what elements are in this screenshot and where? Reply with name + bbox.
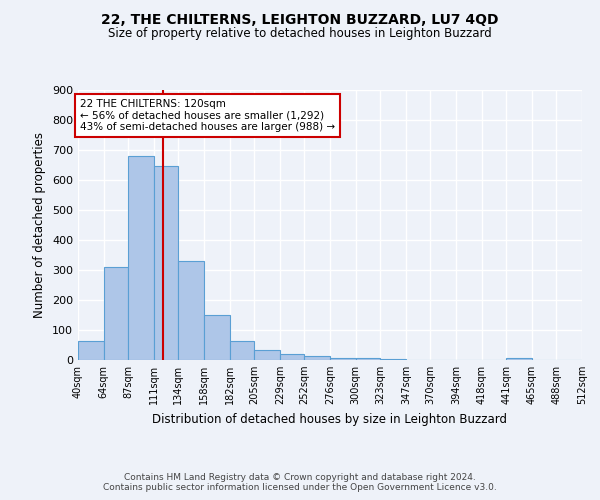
Bar (78, 341, 104, 360)
Bar (330, 358, 356, 360)
Bar (280, 354, 304, 360)
Y-axis label: Number of detached properties: Number of detached properties (34, 132, 46, 318)
Bar (230, 341, 254, 360)
Bar (128, 156, 154, 360)
Bar (380, 358, 406, 360)
Bar (356, 358, 380, 360)
Bar (506, 358, 532, 360)
Text: Contains HM Land Registry data © Crown copyright and database right 2024.
Contai: Contains HM Land Registry data © Crown c… (103, 473, 497, 492)
Bar (254, 350, 280, 360)
Bar (178, 261, 204, 360)
X-axis label: Distribution of detached houses by size in Leighton Buzzard: Distribution of detached houses by size … (152, 412, 508, 426)
Bar (154, 166, 178, 360)
Text: Size of property relative to detached houses in Leighton Buzzard: Size of property relative to detached ho… (108, 28, 492, 40)
Bar (204, 315, 230, 360)
Text: 22, THE CHILTERNS, LEIGHTON BUZZARD, LU7 4QD: 22, THE CHILTERNS, LEIGHTON BUZZARD, LU7… (101, 12, 499, 26)
Text: 22 THE CHILTERNS: 120sqm
← 56% of detached houses are smaller (1,292)
43% of sem: 22 THE CHILTERNS: 120sqm ← 56% of detach… (80, 99, 335, 132)
Bar (304, 356, 330, 360)
Bar (104, 267, 128, 360)
